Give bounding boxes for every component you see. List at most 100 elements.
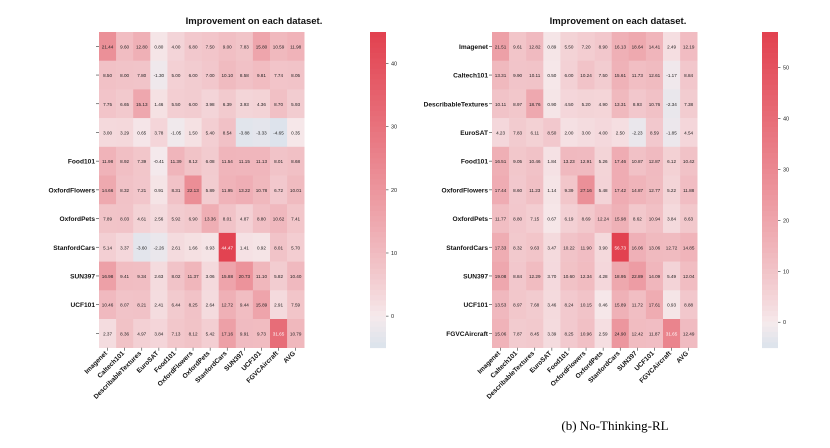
cell-value: 5.49 [667,274,676,279]
heatmap-cell [287,290,305,320]
cell-value: 12.29 [529,274,541,279]
cell-value: 1.41 [240,245,249,250]
cell-value: 8.50 [547,130,556,135]
cell-value: 11.23 [529,188,541,193]
cell-value: 11.95 [222,188,234,193]
heatmap-cell [218,204,237,234]
heatmap-cell [560,319,578,348]
colorbar-segment [762,242,778,249]
cell-value: 2.50 [616,130,625,135]
cell-value: 12.61 [649,73,661,78]
cell-value: 2.64 [206,303,215,308]
cell-value: 12.91 [580,159,592,164]
cell-value: 11.15 [239,159,251,164]
cell-value: 1.84 [547,159,556,164]
heatmap-cell [167,118,185,148]
cell-value: 10.87 [632,159,644,164]
heatmap-cell [663,261,681,291]
cell-value: 15.88 [222,274,234,279]
cell-value: 5.40 [206,130,215,135]
colorbar-segment [370,316,386,322]
heatmap-cell [594,261,612,291]
colorbar-segment [762,89,778,96]
cell-value: 12.82 [529,44,541,49]
cell-value: 9.05 [513,159,522,164]
heatmap-cell [150,232,168,262]
heatmap-cell [680,146,698,176]
heatmap-cell [167,319,185,348]
cell-value: 2.61 [171,245,180,250]
heatmap-cell [526,118,544,148]
cell-value: 8.88 [684,303,693,308]
cell-value: -2.23 [632,130,643,135]
heatmap-cell [201,32,219,61]
cell-value: 10.10 [222,73,234,78]
cell-value: 8.97 [513,303,522,308]
heatmap-cell [577,232,595,262]
row-label: EuroSAT [460,130,488,137]
cell-value: 17.61 [649,303,661,308]
cell-value: 7.39 [137,159,146,164]
heatmap-cell [577,319,595,348]
heatmap-cell [543,175,561,205]
cell-value: 0.92 [257,245,266,250]
cell-value: 2.49 [667,44,676,49]
colorbar-segment [762,221,778,228]
cell-value: 9.00 [223,44,232,49]
heatmap-cell [270,60,288,90]
heatmap-cell [99,261,117,291]
heatmap-cell [167,89,185,119]
colorbar-segment [370,274,386,280]
colorbar-segment [762,74,778,80]
cell-value: 44.47 [222,245,234,250]
heatmap-cell [560,60,578,90]
colorbar-segment [370,174,386,180]
cell-value: 11.98 [102,159,114,164]
cell-value: 9.90 [513,73,522,78]
cell-value: 7.50 [599,73,608,78]
heatmap-cell [235,89,254,119]
heatmap-cell [526,60,544,90]
chart-title: Improvement on each dataset. [550,16,687,27]
cell-value: 12.49 [683,331,695,336]
heatmap-cell [167,175,185,205]
heatmap-cell [645,89,664,119]
heatmap-cell [287,232,305,262]
heatmap-cell [611,232,630,262]
heatmap-cell [116,89,134,119]
heatmap-cell [133,60,151,90]
heatmap-cell [663,146,681,176]
colorbar-tick-label: 0 [391,314,394,320]
cell-value: 7.89 [103,217,112,222]
heatmap-cell [133,89,151,119]
heatmap-cell [594,89,612,119]
cell-value: 8.32 [513,245,522,250]
heatmap-cell [680,32,698,61]
cell-value: 3.98 [206,102,215,107]
heatmap-cell [594,232,612,262]
cell-value: 5.22 [667,188,676,193]
heatmap-cell [252,261,271,291]
heatmap-cell [560,175,578,205]
heatmap-cell [577,261,595,291]
cell-value: 4.50 [564,102,573,107]
cell-value: 31.65 [666,331,678,336]
heatmap-cell [560,204,578,234]
colorbar-segment [762,284,778,291]
heatmap-cell [492,232,510,262]
heatmap-cell [594,290,612,320]
colorbar-segment [370,237,386,243]
cell-value: 7.38 [684,102,693,107]
colorbar-segment [370,105,386,112]
heatmap-cell [150,175,168,205]
cell-value: 5.50 [171,102,180,107]
colorbar-segment [370,300,386,307]
cell-value: 6.19 [564,217,573,222]
cell-value: 8.84 [684,73,693,78]
colorbar-segment [370,279,386,285]
cell-value: 17.33 [495,245,507,250]
heatmap-cell [287,60,305,90]
cell-value: 5.42 [206,331,215,336]
cell-value: 8.01 [274,245,283,250]
heatmap-cell [201,89,219,119]
